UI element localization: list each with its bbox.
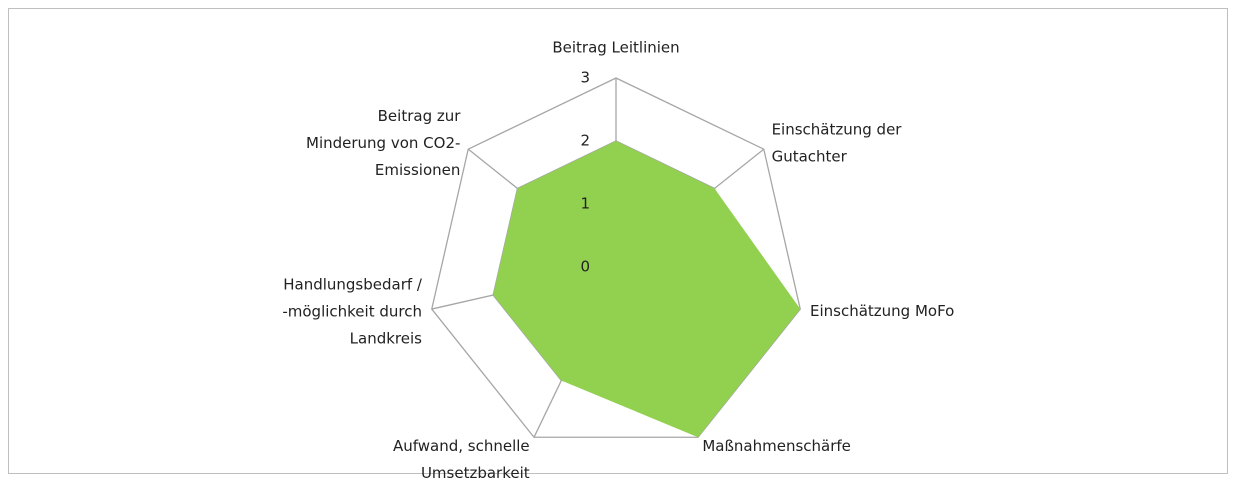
r-tick-label: 0 — [580, 258, 590, 276]
r-tick-label: 1 — [580, 195, 590, 213]
category-label: Aufwand, schnelle Umsetzbarkeit — [393, 436, 530, 481]
category-label: Einschätzung MoFo — [810, 302, 954, 320]
grid-ring — [431, 77, 801, 438]
category-label: Handlungsbedarf / -möglichkeit durch Landk… — [282, 275, 423, 347]
r-tick-label: 2 — [580, 132, 590, 150]
r-tick-label: 3 — [580, 69, 590, 87]
category-label: Beitrag Leitlinien — [552, 39, 679, 57]
category-label: Maßnahmenschärfe — [702, 437, 851, 455]
data-area — [493, 141, 801, 438]
category-label: Beitrag zur Minderung von CO2-Emissionen — [306, 106, 461, 178]
category-label: Einschätzung der Gutachter — [772, 120, 903, 165]
